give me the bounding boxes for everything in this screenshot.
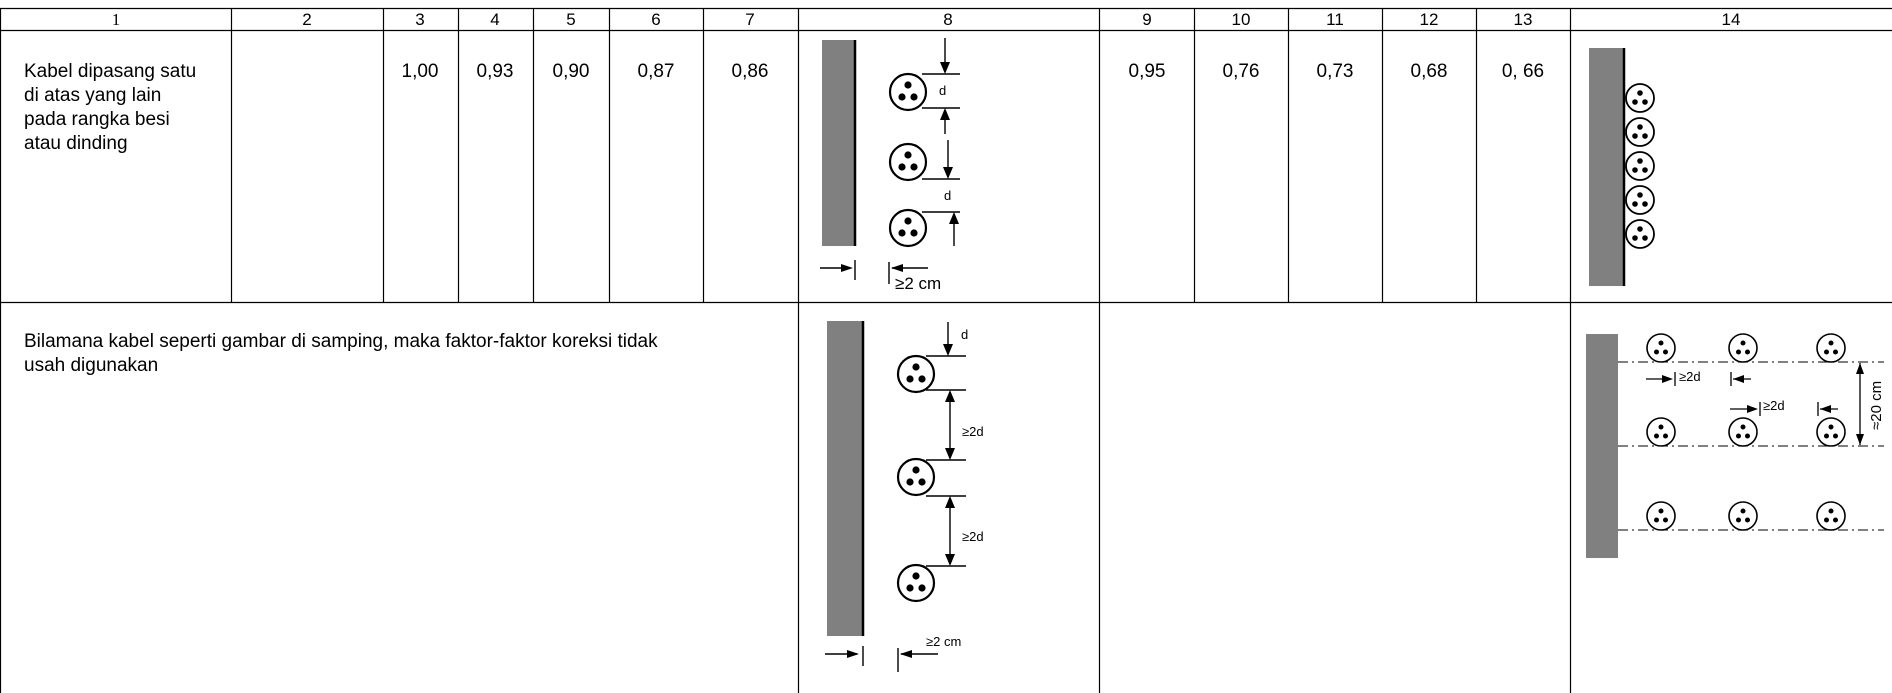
cable-icon [1625,185,1655,215]
cell-col-13: 0, 66 [1502,61,1544,82]
cell-col-3: 1,00 [402,61,439,82]
label-gap: ≥2d [962,424,984,439]
cable-icon [888,72,928,112]
header-col-10: 10 [1232,10,1251,29]
cable-icon [1625,83,1655,113]
svg-text:di atas yang lain: di atas yang lain [24,85,161,106]
wall [822,40,855,246]
row1-description: Kabel dipasang satu di atas yang lain pa… [24,61,196,154]
cell-col-4: 0,93 [477,61,514,82]
cell-col-6: 0,87 [638,61,675,82]
row1-diagram-col14 [1589,48,1655,286]
svg-text:atau dinding: atau dinding [24,133,128,154]
cable-icon [1816,501,1846,531]
cable-icon [1625,151,1655,181]
row1-values: 1,00 0,93 0,90 0,87 0,86 0,95 0,76 0,73 … [402,61,1545,82]
svg-text:Bilamana kabel seperti gambar: Bilamana kabel seperti gambar di samping… [24,331,658,352]
cable-icon [1646,333,1676,363]
cable-icon [1728,417,1758,447]
table-grid [0,7,1892,693]
label-spacing: ≥2 cm [926,634,961,649]
label-gap: ≥2d [962,529,984,544]
cable-icon [1646,501,1676,531]
cable-icon [1816,417,1846,447]
wall [827,321,863,636]
label-gap: ≥2d [1763,398,1785,413]
cable-icon [896,354,936,394]
cell-col-12: 0,68 [1411,61,1448,82]
label-d: d [961,327,968,342]
wall [1589,48,1624,286]
header-col-11: 11 [1326,10,1344,29]
cable-icon [1646,417,1676,447]
cable-icon [888,208,928,248]
header-col-7: 7 [745,10,754,29]
row1-diagram-col8: d d ≥2 cm [820,38,960,293]
row2-diagram-col8: d ≥2d ≥2d ≥2 cm [825,321,984,672]
header-col-6: 6 [651,10,660,29]
cable-icon [1816,333,1846,363]
header-col-13: 13 [1514,10,1533,29]
wall [1586,334,1618,558]
header-col-4: 4 [490,10,499,29]
cell-col-11: 0,73 [1317,61,1354,82]
header-col-8: 8 [943,10,952,29]
cable-icon [896,457,936,497]
cell-col-9: 0,95 [1129,61,1166,82]
cable-icon [888,142,928,182]
label-gap: ≥2d [1679,369,1701,384]
cell-col-5: 0,90 [553,61,590,82]
header-col-5: 5 [566,10,575,29]
cable-icon [1728,333,1758,363]
header-col-3: 3 [415,10,424,29]
cable-icon [1728,501,1758,531]
header-row: 1 2 3 4 5 6 7 8 9 10 11 12 13 14 [112,10,1741,29]
header-col-12: 12 [1420,10,1439,29]
row2-description: Bilamana kabel seperti gambar di samping… [24,331,658,376]
row2-diagram-col14: ≥2d ≥2d ≈20 cm [1586,333,1885,558]
cable-icon [1625,219,1655,249]
header-col-1: 1 [112,10,121,29]
header-col-2: 2 [302,10,311,29]
label-height: ≈20 cm [1868,381,1885,430]
svg-text:usah digunakan: usah digunakan [24,355,158,376]
cable-icon [1625,117,1655,147]
label-d: d [944,188,951,203]
cell-col-10: 0,76 [1223,61,1260,82]
label-d: d [939,83,946,98]
cable-icon [896,563,936,603]
cell-col-7: 0,86 [732,61,769,82]
label-spacing: ≥2 cm [895,274,941,293]
header-col-9: 9 [1142,10,1151,29]
svg-text:Kabel dipasang satu: Kabel dipasang satu [24,61,196,82]
svg-text:pada rangka besi: pada rangka besi [24,109,170,130]
header-col-14: 14 [1722,10,1741,29]
